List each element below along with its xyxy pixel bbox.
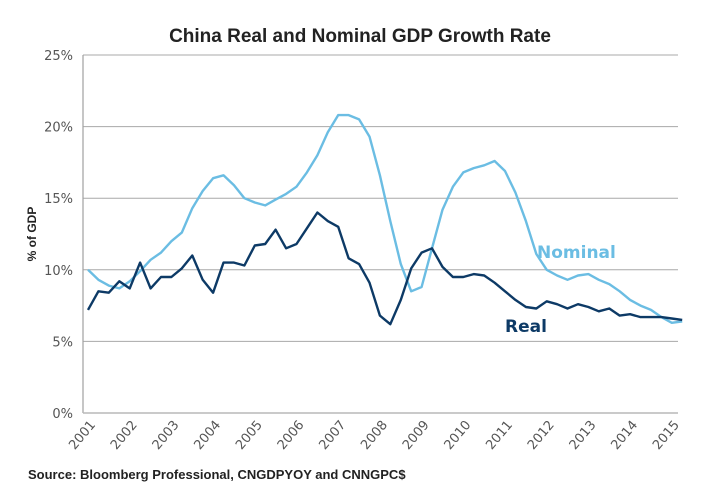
x-tick-label: 2004 xyxy=(191,418,224,453)
x-tick-label: 2011 xyxy=(483,418,516,453)
series-label-real: Real xyxy=(505,317,547,337)
series-line-nominal xyxy=(87,113,683,324)
x-tick-label: 2007 xyxy=(317,418,350,453)
x-tick-label: 2009 xyxy=(400,418,433,453)
x-tick-label: 2006 xyxy=(275,418,308,453)
gridlines xyxy=(83,54,678,342)
y-tick-label: 25% xyxy=(44,49,73,64)
x-tick-label: 2013 xyxy=(567,418,600,453)
y-axis-ticks: 0% 5% 10% 15% 20% 25% xyxy=(44,49,73,422)
x-tick-label: 2005 xyxy=(233,418,266,453)
series-label-nominal: Nominal xyxy=(537,243,616,263)
x-tick-label: 2012 xyxy=(525,418,558,453)
x-tick-label: 2010 xyxy=(442,418,475,453)
x-tick-label: 2014 xyxy=(608,418,641,453)
x-tick-label: 2008 xyxy=(358,418,391,453)
y-tick-label: 15% xyxy=(44,192,73,207)
series-line-real xyxy=(86,211,683,326)
x-tick-label: 2015 xyxy=(650,418,683,453)
x-tick-label: 2002 xyxy=(108,418,141,453)
chart-title: China Real and Nominal GDP Growth Rate xyxy=(169,26,551,47)
y-tick-label: 5% xyxy=(52,335,73,350)
source-note: Source: Bloomberg Professional, CNGDPYOY… xyxy=(28,467,406,482)
x-tick-label: 2003 xyxy=(150,418,183,453)
y-tick-label: 0% xyxy=(52,407,73,422)
y-tick-label: 10% xyxy=(44,264,73,279)
x-axis-ticks: 2001 2002 2003 2004 2005 2006 2007 2008 2009 2010… xyxy=(66,418,683,453)
y-axis-label: % of GDP xyxy=(25,207,39,262)
x-tick-label: 2001 xyxy=(66,418,99,453)
y-tick-label: 20% xyxy=(44,121,73,136)
series-group xyxy=(86,113,683,326)
